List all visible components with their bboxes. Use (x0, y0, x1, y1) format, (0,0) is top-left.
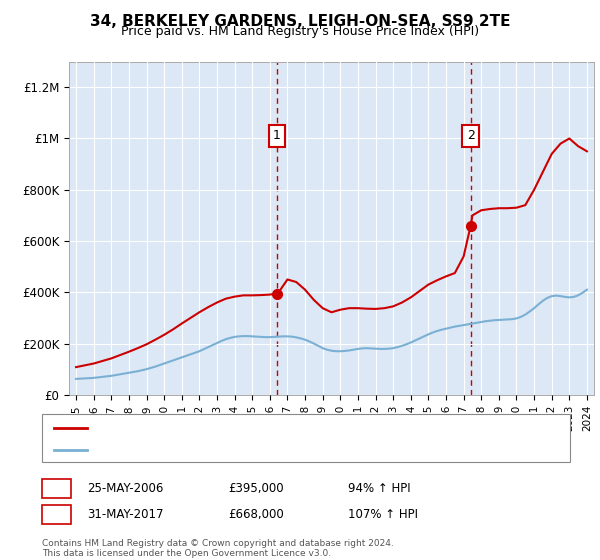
Text: HPI: Average price, semi-detached house, Southend-on-Sea: HPI: Average price, semi-detached house,… (93, 445, 405, 455)
Text: 107% ↑ HPI: 107% ↑ HPI (348, 507, 418, 521)
Text: Contains HM Land Registry data © Crown copyright and database right 2024.
This d: Contains HM Land Registry data © Crown c… (42, 539, 394, 558)
Text: Price paid vs. HM Land Registry's House Price Index (HPI): Price paid vs. HM Land Registry's House … (121, 25, 479, 38)
Text: £668,000: £668,000 (228, 507, 284, 521)
Text: 25-MAY-2006: 25-MAY-2006 (87, 482, 163, 495)
Text: 2: 2 (52, 507, 61, 521)
Text: £395,000: £395,000 (228, 482, 284, 495)
Text: 1: 1 (273, 129, 281, 142)
Text: 34, BERKELEY GARDENS, LEIGH-ON-SEA, SS9 2TE (semi-detached house): 34, BERKELEY GARDENS, LEIGH-ON-SEA, SS9 … (93, 423, 475, 433)
Text: 1: 1 (52, 482, 61, 495)
Text: 34, BERKELEY GARDENS, LEIGH-ON-SEA, SS9 2TE: 34, BERKELEY GARDENS, LEIGH-ON-SEA, SS9 … (90, 14, 510, 29)
Text: 2: 2 (467, 129, 475, 142)
Text: 31-MAY-2017: 31-MAY-2017 (87, 507, 163, 521)
Text: 94% ↑ HPI: 94% ↑ HPI (348, 482, 410, 495)
